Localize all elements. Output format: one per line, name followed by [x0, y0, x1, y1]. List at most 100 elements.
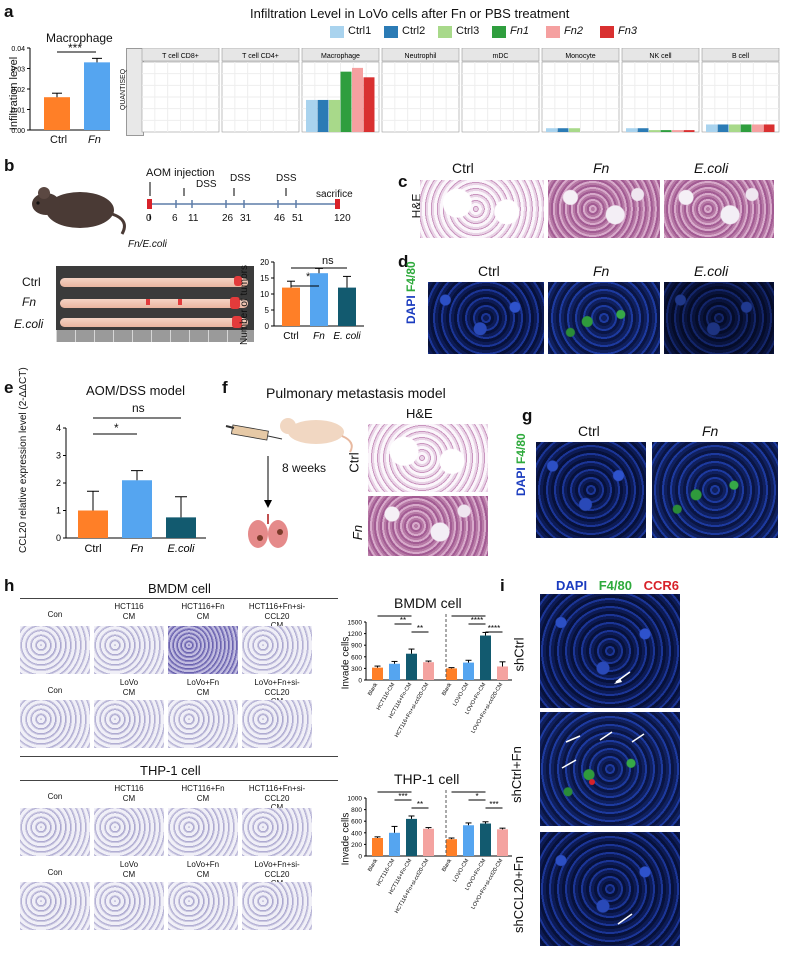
legend-label: Ctrl3	[456, 25, 480, 37]
panel-label-c: c	[398, 172, 408, 191]
bar	[389, 832, 400, 856]
panel-b-fn-ecoli: Fn/E.coli	[128, 239, 167, 250]
bar	[637, 128, 649, 132]
he-image-fn	[548, 180, 660, 238]
panel-i-ccr6: CCR6	[643, 578, 679, 593]
bar	[557, 128, 569, 132]
category-label: HCT116+Fn+si-ccl20-CM	[394, 682, 430, 739]
facet-strip	[461, 48, 540, 62]
bar	[729, 124, 740, 132]
bar	[446, 839, 457, 856]
panel-d-dapi: DAPI	[404, 295, 418, 324]
panel-d-col-ecoli: E.coli	[694, 263, 729, 279]
tick-label: 0	[265, 322, 270, 331]
transwell-image	[168, 626, 238, 674]
bar	[740, 124, 752, 132]
bar	[480, 635, 491, 680]
bar	[372, 667, 383, 680]
mouse-icon	[32, 187, 126, 235]
panel-i-row-3: shCCL20+Fn	[510, 856, 526, 933]
bar	[329, 99, 340, 132]
tick-label: 800	[351, 807, 362, 814]
bmdm-chart: 030060090012001500BlankHCT116-CMHCT116+F…	[348, 612, 512, 739]
legend-swatch	[330, 26, 344, 38]
condition-label: LoVo+Fn CM	[186, 678, 220, 697]
sig-label: ****	[462, 612, 474, 617]
tick-label: 20	[260, 258, 269, 267]
tick-label: 0	[56, 533, 61, 543]
timeline-label: 26	[222, 213, 234, 224]
bar	[338, 287, 356, 326]
panel-e-chart: 0 1 2 3 4 Ctrl Fn E.coli	[56, 417, 206, 555]
panel-b-ylabel: Number of tumors	[239, 264, 251, 346]
category-label: Blank	[367, 858, 379, 873]
bar	[497, 829, 508, 856]
tick-label: 0	[358, 854, 362, 861]
panel-a-cat-fn: Fn	[88, 134, 101, 146]
syringe-icon	[225, 424, 283, 441]
bar	[672, 130, 683, 132]
panel-label-g: g	[522, 406, 533, 425]
lung-he-fn	[368, 496, 488, 556]
category-label: Fn	[313, 331, 325, 342]
category-label: LOVO+Fn+si-ccl20-CM	[470, 682, 504, 735]
transwell-image	[168, 700, 238, 748]
he-image-ecoli	[664, 180, 774, 238]
sig-label: ***	[390, 612, 399, 617]
condition-label: Con	[47, 792, 63, 801]
tick-label: 1000	[348, 796, 363, 803]
tick-label: 0.04	[11, 46, 25, 53]
panel-b-timeline	[147, 182, 340, 220]
facet-strip	[541, 48, 620, 62]
legend-swatch	[384, 26, 398, 38]
he-image-ctrl	[420, 180, 544, 238]
panel-a-left-chart: 0.00 0.01 0.02 0.03 0.04	[11, 46, 110, 135]
sig-label: ***	[489, 800, 498, 809]
panel-e-sig-mid: *	[114, 421, 119, 435]
bar	[626, 128, 637, 132]
panel-label-a: a	[4, 2, 14, 21]
facet-strip	[141, 48, 220, 62]
condition-label: HCT116+Fn+si-CCL20 CM	[248, 602, 306, 630]
panel-g-col-ctrl: Ctrl	[578, 423, 600, 439]
bar	[569, 128, 580, 132]
category-label: Blank	[367, 682, 379, 697]
sig-label: ****	[388, 788, 400, 793]
bar	[463, 662, 474, 680]
condition-label: LoVo CM	[119, 860, 139, 879]
panel-label-i: i	[500, 576, 505, 595]
category-label: LOVO+Fn+si-ccl20-CM	[470, 858, 504, 911]
bar	[497, 666, 508, 680]
panel-f-row-fn: Fn	[350, 524, 366, 541]
transwell-image	[242, 626, 312, 674]
lung-he-ctrl	[368, 424, 488, 492]
thp-chart: 02004006008001000BlankHCT116-CMHCT116+Fn…	[348, 788, 512, 915]
condition-label: LoVo+Fn CM	[186, 860, 220, 879]
panel-a-cat-ctrl: Ctrl	[50, 134, 68, 146]
panel-b-dss-3: DSS	[276, 173, 297, 184]
panel-d-f480: F4/80	[404, 261, 418, 292]
condition-label: HCT116+Fn CM	[181, 602, 225, 621]
facet-strip	[621, 48, 700, 62]
colon-label-ecoli: E.coli	[14, 317, 44, 331]
facet-label: Macrophage	[321, 53, 360, 60]
panel-a-sig: ***	[68, 41, 83, 55]
colon-label-fn: Fn	[22, 295, 37, 309]
bar	[282, 287, 300, 326]
tick-label: 10	[260, 290, 269, 299]
confocal-shctrl	[540, 594, 680, 708]
category-label: HCT116+Fn+si-ccl20-CM	[394, 858, 430, 915]
lung-if-fn	[652, 442, 778, 538]
panel-h-thp-chart-title: THP-1 cell	[394, 771, 460, 787]
legend-swatch	[600, 26, 614, 38]
bar	[446, 668, 457, 680]
panel-d-side: DAPI F4/80	[404, 261, 418, 324]
bar	[352, 67, 363, 132]
sig-label: ****	[471, 616, 483, 625]
sig-label: **	[417, 624, 423, 633]
tick-label: 4	[56, 423, 61, 433]
bar	[406, 818, 417, 856]
transwell-image	[20, 700, 90, 748]
confocal-shccl20-fn	[540, 832, 680, 946]
bar	[372, 838, 383, 856]
